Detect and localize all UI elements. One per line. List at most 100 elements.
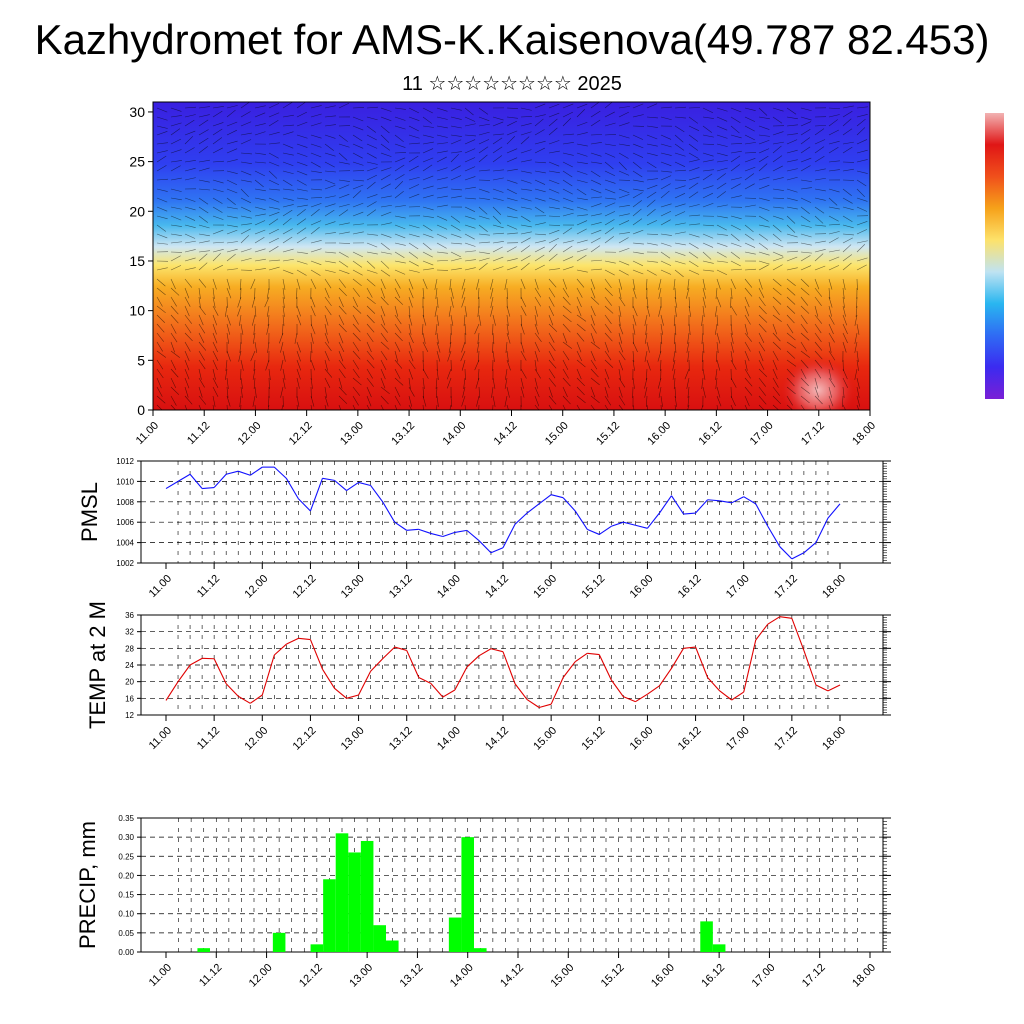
wind-barb (490, 278, 494, 290)
wind-barb (449, 278, 452, 290)
wind-barb (450, 139, 462, 145)
wind-barb (590, 170, 601, 178)
wind-barb (240, 206, 252, 212)
wind-barb (212, 305, 219, 316)
wind-barb (310, 377, 313, 389)
wind-barb (520, 245, 531, 253)
wind-barb (758, 163, 768, 172)
wind-barb (156, 350, 167, 358)
series-segment (562, 497, 576, 512)
wind-barb (618, 323, 624, 335)
wind-barb (730, 287, 733, 299)
wind-barb (170, 350, 180, 358)
wind-barb (618, 134, 630, 139)
wind-barb (828, 296, 833, 308)
wind-barb (688, 167, 700, 172)
wind-barb (548, 287, 556, 298)
wind-barb (800, 341, 807, 352)
wind-barb (800, 305, 810, 314)
wind-barb (352, 223, 364, 226)
wind-barb (240, 132, 252, 136)
wind-barb (506, 206, 518, 212)
series-segment (623, 521, 636, 526)
wind-barb (394, 242, 406, 246)
wind-barb (576, 254, 587, 262)
wind-barb (198, 404, 202, 410)
wind-barb (184, 224, 196, 229)
series-segment (635, 693, 648, 703)
wind-barb (478, 233, 490, 236)
wind-barb (604, 122, 616, 127)
wind-barb (394, 125, 406, 130)
wind-barb (730, 341, 734, 353)
wind-barb (226, 248, 238, 253)
wind-barb (282, 161, 294, 167)
wind-barb (450, 267, 462, 271)
x-tick-label: 17.12 (799, 420, 827, 448)
x-tick-label: 14.00 (435, 573, 463, 601)
series-segment (598, 654, 612, 681)
wind-barb (576, 323, 586, 332)
wind-barb (492, 332, 495, 344)
wind-barb (254, 341, 258, 353)
wind-barb (282, 269, 294, 275)
wind-barb (576, 278, 585, 288)
wind-barb (268, 259, 280, 262)
wind-barb (296, 102, 307, 109)
wind-barb (688, 107, 701, 109)
wind-barb (239, 314, 242, 326)
wind-barb (282, 305, 285, 317)
x-tick-label: 18.00 (820, 573, 848, 601)
wind-barb (814, 240, 826, 244)
wind-barb (604, 314, 612, 325)
wind-barb (590, 323, 597, 334)
wind-barb (506, 157, 518, 163)
wind-barb (226, 229, 238, 235)
wind-barb (478, 386, 481, 398)
wind-barb (436, 314, 439, 326)
wind-barb (828, 119, 839, 127)
wind-barb (800, 206, 810, 215)
wind-barb (184, 323, 192, 334)
wind-barb (520, 224, 532, 228)
wind-barb (338, 260, 349, 268)
series-segment (695, 646, 709, 678)
wind-barb (310, 240, 322, 244)
wind-barb (422, 185, 434, 190)
series-segment (370, 658, 384, 672)
wind-barb (534, 287, 542, 298)
wind-barb (534, 246, 545, 253)
wind-barb (282, 248, 294, 253)
y-tick-label: 1010 (116, 477, 134, 486)
wind-barb (744, 183, 755, 190)
wind-barb (814, 188, 826, 192)
wind-barb (478, 169, 490, 172)
wind-barb (687, 404, 690, 410)
series-segment (755, 623, 769, 641)
x-tick-label: 14.12 (498, 962, 526, 990)
heatmap-hotspot (780, 356, 856, 410)
wind-barb (646, 134, 658, 140)
wind-barb (786, 305, 796, 314)
wind-barb (478, 368, 480, 380)
wind-barb (436, 296, 439, 308)
x-tick-label: 15.12 (599, 962, 627, 990)
wind-barb (422, 164, 433, 172)
wind-barb (576, 103, 588, 109)
wind-barb (730, 251, 740, 259)
wind-barb (464, 157, 476, 163)
wind-barb (548, 170, 560, 174)
wind-barb (716, 160, 728, 163)
wind-barb (212, 359, 218, 371)
wind-barb (278, 332, 284, 344)
wind-barb (352, 359, 360, 370)
wind-barb (590, 259, 602, 262)
precip-bar (360, 840, 374, 952)
wind-barb (250, 350, 256, 362)
series-segment (502, 523, 516, 548)
series-segment (683, 646, 696, 649)
wind-barb (590, 213, 602, 217)
wind-barb (674, 161, 686, 167)
series-segment (574, 510, 588, 530)
